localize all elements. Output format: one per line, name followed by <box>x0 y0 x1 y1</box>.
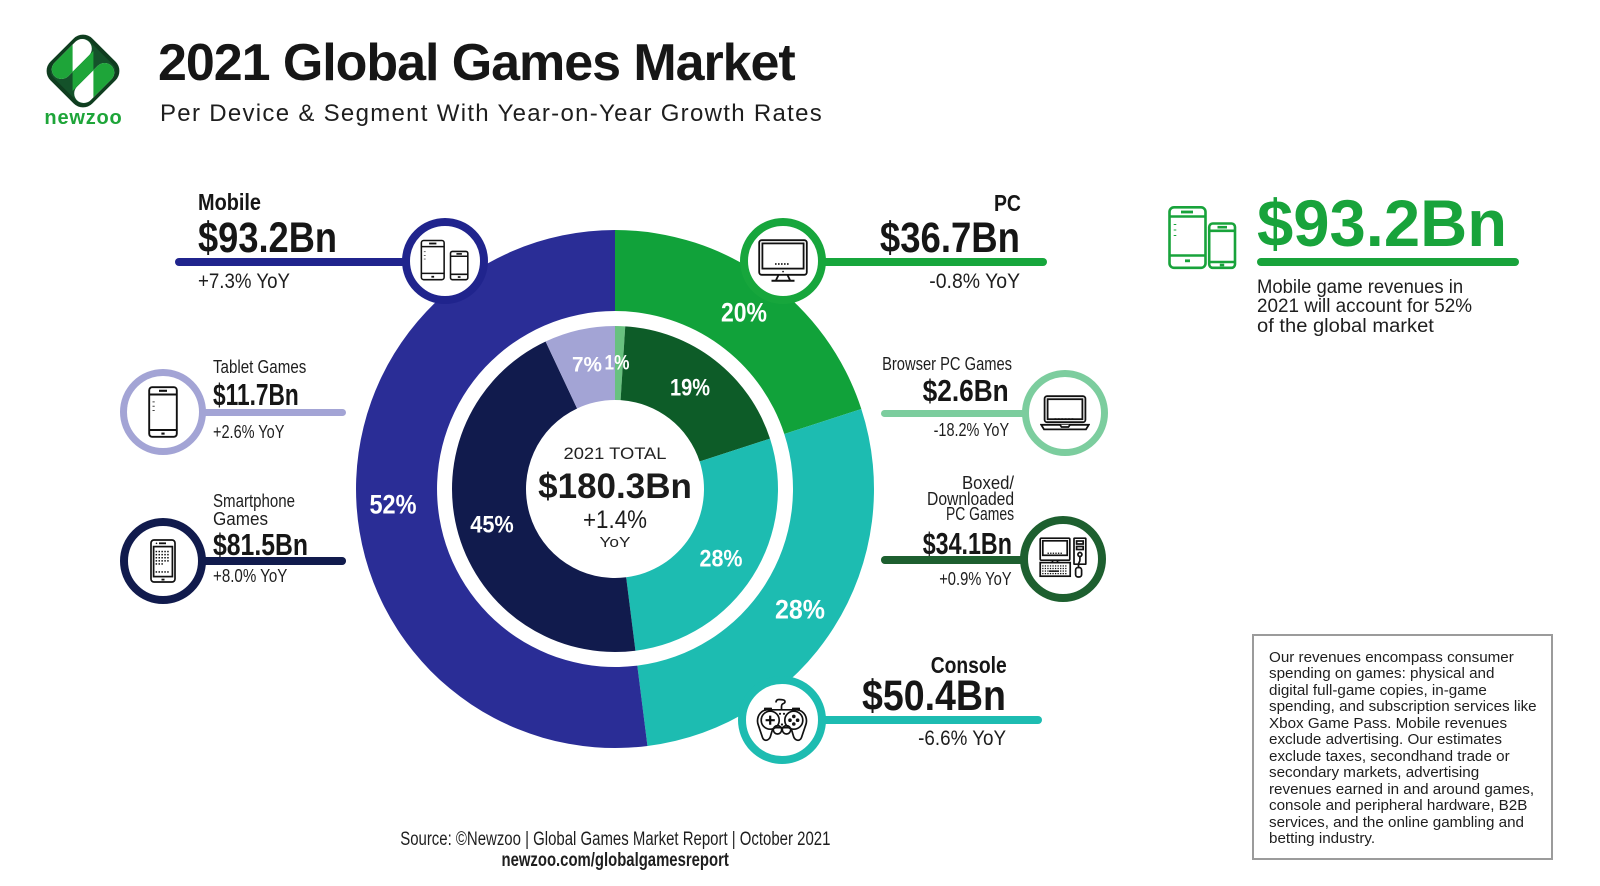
svg-text:2021 TOTAL: 2021 TOTAL <box>564 444 667 463</box>
svg-text:28%: 28% <box>775 595 825 625</box>
svg-text:28%: 28% <box>700 546 743 573</box>
svg-text:1%: 1% <box>605 352 630 375</box>
svg-text:52%: 52% <box>370 490 417 520</box>
svg-text:20%: 20% <box>721 298 767 328</box>
svg-text:45%: 45% <box>470 512 514 539</box>
svg-text:+1.4%: +1.4% <box>583 506 647 534</box>
svg-text:7%: 7% <box>572 354 602 377</box>
svg-text:$180.3Bn: $180.3Bn <box>538 467 692 506</box>
svg-text:19%: 19% <box>670 375 710 402</box>
svg-text:YoY: YoY <box>600 534 631 551</box>
